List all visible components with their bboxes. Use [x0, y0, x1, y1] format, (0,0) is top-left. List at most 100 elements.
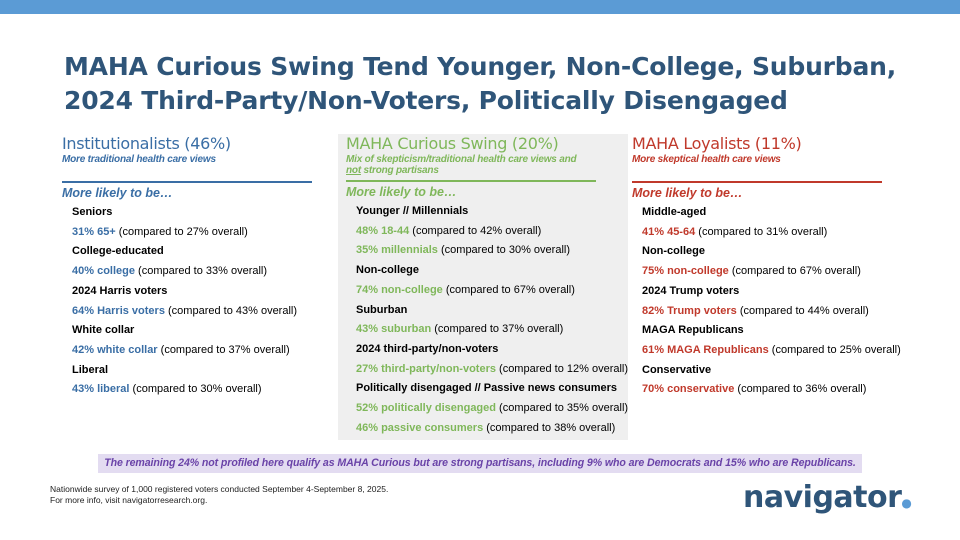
segment-stat: 52% politically disengaged (compared to …	[356, 399, 628, 419]
segment-subtitle: More skeptical health care views	[632, 154, 894, 165]
segment-category: Politically disengaged // Passive news c…	[356, 382, 618, 395]
segment-stat: 43% liberal (compared to 30% overall)	[72, 380, 316, 400]
stat-comparison: (compared to 44% overall)	[736, 304, 869, 317]
more-likely-label: More likely to be…	[346, 185, 457, 199]
footnote-callout: The remaining 24% not profiled here qual…	[98, 454, 862, 473]
segment-category: College-educated	[72, 245, 164, 258]
stat-highlight: 52% politically disengaged	[356, 402, 496, 415]
stat-highlight: 27% third-party/non-voters	[356, 362, 496, 375]
segment-category: Non-college	[356, 264, 419, 277]
segment-category: White collar	[72, 324, 135, 337]
segment-subtitle: Mix of skepticism/traditional health car…	[346, 154, 628, 176]
stat-highlight: 61% MAGA Republicans	[642, 343, 769, 356]
source-footer: Nationwide survey of 1,000 registered vo…	[50, 484, 388, 506]
stat-comparison: (compared to 67% overall)	[728, 265, 861, 278]
segment-category: Non-college	[642, 245, 705, 258]
segment-category: Younger // Millennials	[356, 205, 469, 217]
segment-stat: 43% suburban (compared to 37% overall)	[356, 320, 628, 340]
segment-stat: 40% college (compared to 33% overall)	[72, 262, 316, 282]
navigator-logo: navigator●	[743, 480, 912, 515]
segment-column-maha-curious-swing: MAHA Curious Swing (20%) Mix of skeptici…	[338, 134, 628, 440]
stat-comparison: (compared to 27% overall)	[115, 225, 248, 238]
segment-category: Liberal	[72, 363, 109, 376]
stat-highlight: 64% Harris voters	[72, 304, 165, 317]
stat-highlight: 41% 45-64	[642, 225, 696, 238]
stat-highlight: 48% 18-44	[356, 224, 410, 237]
segment-category: Conservative	[642, 363, 712, 376]
segment-heading: MAHA Curious Swing (20%)	[346, 134, 559, 153]
top-accent-bar	[0, 0, 960, 14]
segment-subtitle-tail: strong partisans	[360, 165, 439, 176]
segment-stat: 64% Harris voters (compared to 43% overa…	[72, 302, 316, 322]
segment-subtitle-text: Mix of skepticism/traditional health car…	[346, 154, 577, 165]
stat-comparison: (compared to 30% overall)	[129, 383, 262, 396]
segment-category: 2024 Harris voters	[72, 284, 168, 297]
logo-wordmark: navigator	[743, 480, 902, 515]
source-line-1: Nationwide survey of 1,000 registered vo…	[50, 484, 389, 494]
segment-stat: 35% millennials (compared to 30% overall…	[356, 241, 628, 261]
slide-title-line-1: MAHA Curious Swing Tend Younger, Non-Col…	[64, 52, 897, 81]
segment-divider	[62, 181, 312, 183]
stat-highlight: 42% white collar	[72, 343, 158, 356]
stat-highlight: 82% Trump voters	[642, 304, 737, 317]
stat-comparison: (compared to 30% overall)	[437, 244, 570, 257]
segment-heading: MAHA Loyalists (11%)	[632, 134, 802, 153]
segment-heading: Institutionalists (46%)	[62, 134, 231, 153]
stat-comparison: (compared to 31% overall)	[695, 225, 828, 238]
logo-dot-icon: ●	[901, 496, 912, 510]
segment-stat: 27% third-party/non-voters (compared to …	[356, 360, 628, 380]
segment-item-list: Younger // Millennials 48% 18-44 (compare…	[346, 202, 628, 438]
stat-comparison: (compared to 35% overall)	[496, 402, 629, 415]
segment-stat: 48% 18-44 (compared to 42% overall)	[356, 222, 628, 242]
stat-comparison: (compared to 12% overall)	[495, 362, 629, 375]
stat-comparison: (compared to 33% overall)	[134, 265, 268, 278]
stat-comparison: (compared to 67% overall)	[442, 283, 575, 296]
stat-comparison: (compared to 25% overall)	[768, 343, 901, 356]
segment-stat: 46% passive consumers (compared to 38% o…	[356, 419, 628, 439]
segment-category: Suburban	[356, 303, 408, 316]
slide-title: MAHA Curious Swing Tend Younger, Non-Col…	[64, 50, 924, 118]
segment-stat: 82% Trump voters (compared to 44% overal…	[642, 302, 894, 322]
segment-category: Seniors	[72, 206, 113, 218]
source-line-2: For more info, visit navigatorresearch.o…	[50, 495, 208, 505]
stat-comparison: (compared to 43% overall)	[164, 304, 298, 317]
stat-highlight: 31% 65+	[72, 225, 116, 238]
segment-stat: 31% 65+ (compared to 27% overall)	[72, 223, 316, 243]
segment-category: MAGA Republicans	[642, 324, 744, 337]
stat-highlight: 35% millennials	[356, 244, 438, 257]
stat-highlight: 46% passive consumers	[356, 421, 484, 434]
segment-category: 2024 Trump voters	[642, 284, 740, 297]
stat-highlight: 43% suburban	[356, 323, 432, 336]
segment-column-institutionalists: Institutionalists (46%) More traditional…	[62, 134, 316, 400]
stat-highlight: 43% liberal	[72, 383, 130, 396]
stat-comparison: (compared to 37% overall)	[157, 343, 290, 356]
segment-stat: 75% non-college (compared to 67% overall…	[642, 262, 894, 282]
segment-item-list: Seniors 31% 65+ (compared to 27% overall)…	[62, 203, 316, 400]
segment-subtitle-emphasis: not	[346, 165, 361, 176]
stat-highlight: 75% non-college	[642, 265, 729, 278]
stat-comparison: (compared to 42% overall)	[409, 224, 542, 237]
segment-stat: 42% white collar (compared to 37% overal…	[72, 341, 316, 361]
segment-stat: 70% conservative (compared to 36% overal…	[642, 380, 894, 400]
more-likely-label: More likely to be…	[632, 186, 743, 200]
segment-subtitle-text: More skeptical health care views	[632, 154, 781, 165]
segment-column-maha-loyalists: MAHA Loyalists (11%) More skeptical heal…	[632, 134, 901, 400]
stat-highlight: 40% college	[72, 265, 135, 278]
segment-stat: 61% MAGA Republicans (compared to 25% ov…	[642, 341, 901, 361]
segment-divider	[632, 181, 882, 183]
slide-title-line-2: 2024 Third-Party/Non-Voters, Politically…	[64, 86, 788, 115]
segment-subtitle: More traditional health care views	[62, 154, 316, 165]
segment-category: 2024 third-party/non-voters	[356, 342, 499, 355]
segment-divider	[346, 180, 596, 182]
more-likely-label: More likely to be…	[62, 186, 173, 200]
segment-subtitle-text: More traditional health care views	[62, 154, 216, 165]
stat-comparison: (compared to 38% overall)	[483, 421, 616, 434]
stat-comparison: (compared to 36% overall)	[734, 383, 867, 396]
segment-item-list: Middle-aged 41% 45-64 (compared to 31% ov…	[632, 203, 901, 400]
segment-stat: 74% non-college (compared to 67% overall…	[356, 281, 628, 301]
stat-comparison: (compared to 37% overall)	[431, 323, 564, 336]
stat-highlight: 74% non-college	[356, 283, 443, 296]
segment-stat: 41% 45-64 (compared to 31% overall)	[642, 223, 894, 243]
segment-category: Middle-aged	[642, 206, 707, 218]
stat-highlight: 70% conservative	[642, 383, 735, 396]
